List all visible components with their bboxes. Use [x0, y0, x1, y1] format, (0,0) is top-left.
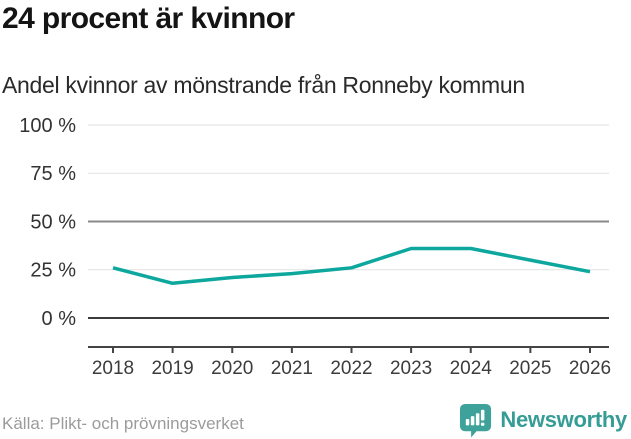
x-axis-tick-label: 2023: [390, 358, 432, 379]
y-axis-tick-label: 50 %: [30, 211, 76, 233]
chart-subtitle: Andel kvinnor av mönstrande från Ronneby…: [2, 72, 525, 98]
newsworthy-wordmark: Newsworthy: [500, 407, 627, 432]
line-chart: 0 % 25 % 50 % 75 % 100 % 2018 2019 2020 2021 2022…: [19, 115, 611, 379]
source-note: Källa: Plikt- och prövningsverket: [2, 414, 244, 433]
x-axis-tick-label: 2024: [450, 358, 493, 379]
x-axis-tick-label: 2022: [330, 358, 372, 379]
x-axis-tick-label: 2020: [211, 358, 253, 379]
y-axis-tick-label: 100 %: [19, 115, 76, 137]
x-axis-tick-label: 2018: [92, 358, 134, 379]
y-axis-tick-label: 75 %: [30, 163, 76, 185]
x-axis-tick-label: 2021: [271, 358, 313, 379]
x-axis-tick-label: 2019: [151, 358, 193, 379]
data-line: [112, 246, 591, 286]
chart-title: 24 procent är kvinnor: [2, 2, 295, 35]
x-axis-tick-label: 2026: [569, 358, 611, 379]
y-axis-tick-label: 0 %: [42, 308, 77, 330]
newsworthy-logo[interactable]: Newsworthy: [458, 401, 627, 439]
x-axis-tick-label: 2025: [509, 358, 551, 379]
bar-chart-badge-icon: [460, 403, 492, 438]
y-axis-tick-label: 25 %: [30, 260, 76, 282]
